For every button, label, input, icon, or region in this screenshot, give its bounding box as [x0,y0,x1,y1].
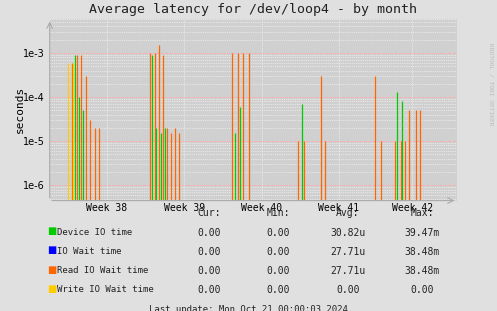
Text: Read IO Wait time: Read IO Wait time [57,266,149,275]
Text: 0.00: 0.00 [197,285,221,295]
Text: Device IO time: Device IO time [57,228,132,237]
Text: IO Wait time: IO Wait time [57,247,122,256]
Text: 0.00: 0.00 [266,247,290,257]
Text: 38.48m: 38.48m [405,247,440,257]
Text: Max:: Max: [411,208,434,218]
Text: Min:: Min: [266,208,290,218]
Text: ■: ■ [47,284,57,294]
Text: 30.82u: 30.82u [331,228,365,238]
Text: 0.00: 0.00 [197,266,221,276]
Text: Avg:: Avg: [336,208,360,218]
Text: ■: ■ [47,245,57,255]
Text: 0.00: 0.00 [411,285,434,295]
Text: Write IO Wait time: Write IO Wait time [57,285,154,295]
Text: 0.00: 0.00 [336,285,360,295]
Text: 0.00: 0.00 [266,266,290,276]
Text: 39.47m: 39.47m [405,228,440,238]
Text: 0.00: 0.00 [266,228,290,238]
Text: 0.00: 0.00 [266,285,290,295]
Text: 27.71u: 27.71u [331,247,365,257]
Text: 0.00: 0.00 [197,228,221,238]
Text: Last update: Mon Oct 21 00:00:03 2024: Last update: Mon Oct 21 00:00:03 2024 [149,305,348,311]
Text: RRDTOOL / TOBI OETIKER: RRDTOOL / TOBI OETIKER [489,43,494,125]
Text: 0.00: 0.00 [197,247,221,257]
Text: Cur:: Cur: [197,208,221,218]
Text: 38.48m: 38.48m [405,266,440,276]
Y-axis label: seconds: seconds [15,86,25,133]
Text: ■: ■ [47,226,57,236]
Text: 27.71u: 27.71u [331,266,365,276]
Title: Average latency for /dev/loop4 - by month: Average latency for /dev/loop4 - by mont… [89,3,417,16]
Text: ■: ■ [47,265,57,275]
